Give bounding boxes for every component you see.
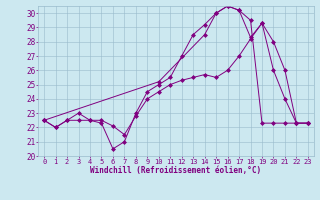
X-axis label: Windchill (Refroidissement éolien,°C): Windchill (Refroidissement éolien,°C) bbox=[91, 166, 261, 175]
